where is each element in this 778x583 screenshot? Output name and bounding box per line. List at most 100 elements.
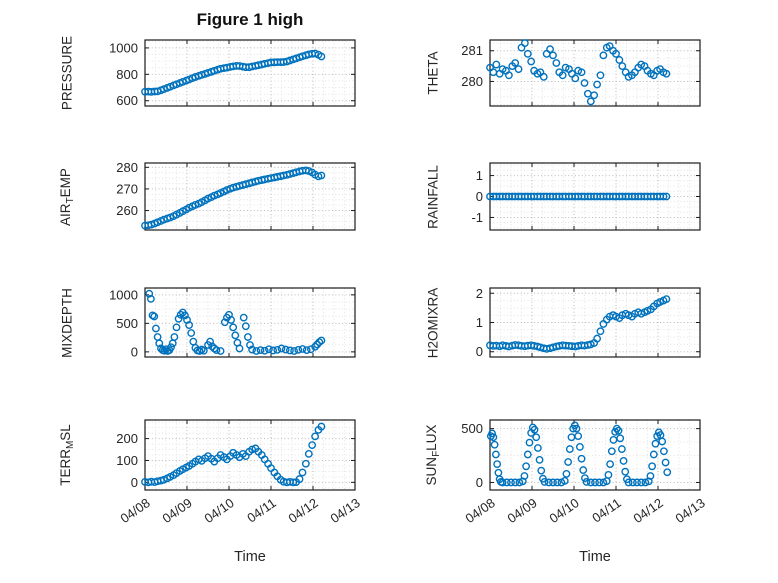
data-point-marker xyxy=(172,80,181,89)
data-point-marker xyxy=(150,312,159,321)
data-point-marker xyxy=(549,51,557,60)
axes-box xyxy=(144,419,356,491)
data-point-marker xyxy=(661,458,670,467)
data-point-marker xyxy=(269,346,277,355)
x-tick-label: 04/13 xyxy=(327,495,362,526)
y-tick-labels: 0 1 2 xyxy=(476,286,483,359)
data-point-marker xyxy=(311,342,319,351)
xlabel-time-left: Time xyxy=(234,549,266,565)
data-point-marker xyxy=(504,71,513,80)
data-point-marker xyxy=(606,460,615,469)
y-tick-labels: 260 270 280 xyxy=(116,160,138,218)
data-points xyxy=(141,422,326,487)
data-point-marker xyxy=(256,346,265,355)
data-point-marker xyxy=(633,478,641,487)
data-point-marker xyxy=(591,478,599,487)
data-point-marker xyxy=(170,333,179,341)
chart-pressure: 600 800 1000 xyxy=(109,39,356,108)
data-point-marker xyxy=(662,295,671,304)
data-point-marker xyxy=(532,433,541,442)
data-point-marker xyxy=(212,346,221,355)
data-point-marker xyxy=(176,310,185,319)
y-tick-label: 280 xyxy=(461,74,483,89)
y-tick-label: 1000 xyxy=(109,287,138,302)
data-point-marker xyxy=(577,68,586,77)
data-point-marker xyxy=(285,346,294,355)
data-point-marker xyxy=(491,450,500,459)
data-point-marker xyxy=(290,347,298,355)
data-points xyxy=(141,49,326,96)
x-tick-label: 04/09 xyxy=(504,495,539,526)
data-point-marker xyxy=(607,447,616,456)
data-points xyxy=(486,421,672,487)
minor-grid xyxy=(145,288,355,357)
tick-marks xyxy=(489,420,701,490)
data-point-marker xyxy=(235,344,244,353)
data-point-marker xyxy=(216,347,225,355)
data-point-marker xyxy=(264,345,273,354)
ylabel-air-temp: AIRTEMP xyxy=(58,168,76,226)
data-point-marker xyxy=(514,65,523,74)
data-point-marker xyxy=(522,462,531,471)
data-point-marker xyxy=(511,478,520,487)
data-point-marker xyxy=(614,426,623,435)
data-point-marker xyxy=(317,171,326,180)
data-point-marker xyxy=(145,289,154,298)
data-points xyxy=(486,295,671,353)
ylabel-text: PRESSURE xyxy=(59,35,75,111)
axes-box xyxy=(489,419,701,491)
data-point-marker xyxy=(577,454,586,463)
y-tick-label: 0 xyxy=(476,475,483,490)
ylabel-text: SL xyxy=(58,424,73,441)
ylabel-text: EMP xyxy=(58,167,73,197)
data-point-marker xyxy=(515,478,524,487)
ylabel-text: RAINFALL xyxy=(425,164,441,229)
data-point-marker xyxy=(604,471,613,479)
y-tick-labels: 0 500 xyxy=(461,421,483,490)
data-point-marker xyxy=(227,316,236,324)
data-point-marker xyxy=(595,478,604,487)
data-point-marker xyxy=(317,422,326,431)
data-point-marker xyxy=(294,345,303,354)
data-point-marker xyxy=(231,331,240,340)
data-point-marker xyxy=(302,346,311,355)
data-point-marker xyxy=(540,478,549,486)
data-point-marker xyxy=(146,294,155,303)
chart-h2omixra: 0 1 2 xyxy=(476,286,701,359)
data-point-marker xyxy=(659,192,668,201)
y-tick-label: 200 xyxy=(116,431,138,446)
data-point-marker xyxy=(493,460,502,469)
x-tick-labels: 04/08 04/09 04/10 04/11 04/12 04/13 xyxy=(462,495,707,526)
data-point-marker xyxy=(560,476,569,485)
xlabel-time-right: Time xyxy=(579,549,611,565)
x-tick-label: 04/09 xyxy=(159,495,194,526)
data-point-marker xyxy=(298,468,307,477)
ylabel-text: LUX xyxy=(424,424,439,451)
chart-terr-msl: 0 100 200 04/08 04/09 04/10 04/11 04/12 04/13 xyxy=(116,419,363,526)
data-point-marker xyxy=(539,72,548,81)
data-point-marker xyxy=(273,345,282,354)
data-point-marker xyxy=(586,97,595,106)
axes-box xyxy=(144,162,356,231)
data-point-marker xyxy=(593,334,601,343)
data-point-marker xyxy=(210,344,219,353)
data-points xyxy=(141,166,326,230)
x-tick-label: 04/13 xyxy=(672,495,707,526)
data-point-marker xyxy=(277,344,286,353)
y-tick-label: 1 xyxy=(476,315,483,330)
y-tick-label: 600 xyxy=(116,93,138,108)
data-point-marker xyxy=(596,327,605,336)
major-grid xyxy=(490,288,700,357)
data-point-marker xyxy=(546,45,554,54)
data-point-marker xyxy=(180,311,189,320)
data-point-marker xyxy=(649,450,658,459)
data-point-marker xyxy=(160,346,169,355)
chart-air-temp: 260 270 280 xyxy=(116,160,356,231)
data-point-marker xyxy=(586,478,595,487)
data-point-marker xyxy=(530,425,539,434)
data-point-marker xyxy=(564,458,573,466)
data-point-marker xyxy=(615,56,624,64)
data-point-marker xyxy=(562,469,571,478)
